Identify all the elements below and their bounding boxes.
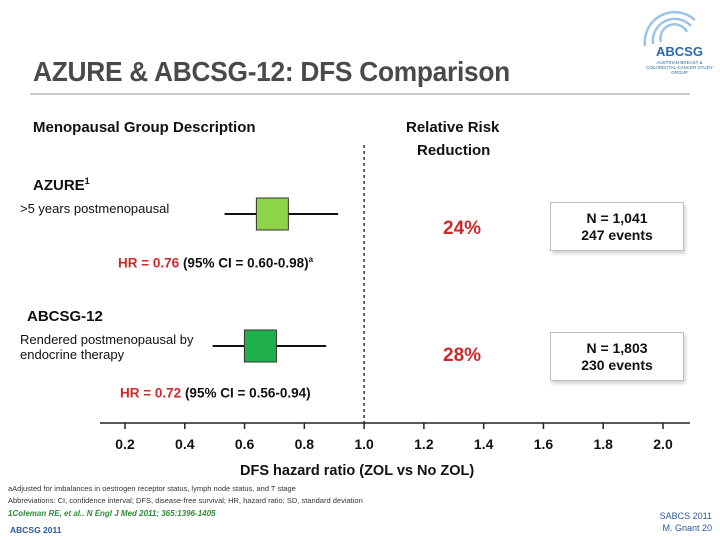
x-axis-label: DFS hazard ratio (ZOL vs No ZOL)	[240, 463, 475, 479]
x-tick-label: 0.2	[115, 436, 135, 452]
rrr-azure: 24%	[443, 218, 482, 239]
footer-left: ABCSG 2011	[10, 525, 62, 535]
n-abcsg12: N = 1,803	[586, 340, 648, 356]
logo-subtitle: AUSTRIAN BREAST & COLORECTAL CANCER STUD…	[646, 60, 713, 75]
n-box-abcsg12: N = 1,803 230 events	[550, 332, 684, 381]
slide-title: AZURE & ABCSG-12: DFS Comparison	[33, 56, 510, 87]
x-tick-label: 0.4	[175, 436, 195, 452]
footer-right: SABCS 2011 M. Gnant 20	[640, 510, 712, 534]
header-rrr-line1: Relative Risk	[406, 119, 500, 136]
study-name-azure: AZURE1	[33, 176, 90, 194]
logo-text: ABCSG	[656, 44, 703, 59]
study-desc-abcsg12: Rendered postmenopausal by endocrine the…	[20, 332, 194, 362]
events-azure: 247 events	[581, 227, 653, 243]
footnote-adjusted: aAdjusted for imbalances in oestrogen re…	[8, 484, 296, 493]
study-desc-azure: >5 years postmenopausal	[20, 201, 170, 216]
events-abcsg12: 230 events	[581, 357, 653, 373]
hr-azure: HR = 0.76 (95% CI = 0.60-0.98)a	[118, 255, 314, 271]
footnote-reference: 1Coleman RE, et al.. N Engl J Med 2011; …	[8, 509, 216, 518]
n-box-azure: N = 1,041 247 events	[550, 202, 684, 251]
footnote-abbreviations: Abbreviations: CI, confidence interval; …	[8, 496, 363, 505]
header-rrr-line2: Reduction	[417, 142, 491, 159]
x-tick-label: 1.4	[473, 436, 494, 452]
hr-abcsg12: HR = 0.72 (95% CI = 0.56-0.94)	[120, 385, 311, 401]
study-name-abcsg12: ABCSG-12	[27, 308, 103, 325]
x-tick-label: 1.8	[593, 436, 613, 452]
x-tick-label: 1.6	[533, 436, 554, 452]
hr-marker-azure	[255, 197, 289, 231]
n-azure: N = 1,041	[586, 210, 648, 226]
footer-conference: SABCS 2011	[659, 511, 712, 521]
title-divider	[30, 93, 690, 95]
x-tick-label: 0.6	[234, 436, 255, 452]
rrr-abcsg12: 28%	[443, 345, 482, 366]
x-tick-label: 2.0	[653, 436, 673, 452]
x-tick-label: 1.2	[414, 436, 434, 452]
x-tick-label: 0.8	[294, 436, 315, 452]
x-tick-label: 1.0	[354, 436, 374, 452]
footer-author-page: M. Gnant 20	[662, 523, 712, 533]
header-group-description: Menopausal Group Description	[33, 119, 256, 136]
hr-marker-abcsg12	[243, 329, 277, 363]
abcsg-logo	[643, 10, 696, 47]
